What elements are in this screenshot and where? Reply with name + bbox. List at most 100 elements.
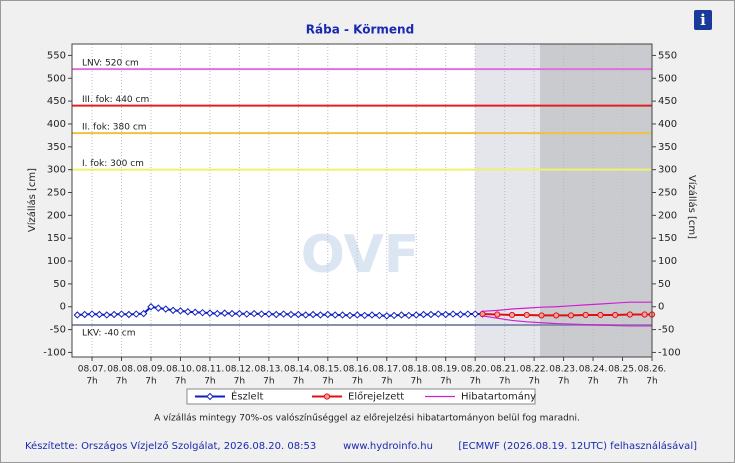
x-tick-sublabel: 7h (440, 377, 451, 387)
legend-label: Hibatartomány (461, 391, 536, 403)
y-tick-label: 350 (47, 142, 66, 153)
forecast-zone (540, 44, 652, 357)
data-point (441, 310, 450, 319)
legend-marker (323, 393, 331, 400)
chart-title: Rába - Körmend (306, 23, 414, 37)
data-point (184, 308, 192, 316)
x-tick-sublabel: 7h (352, 377, 363, 387)
x-tick-sublabel: 7h (381, 377, 392, 387)
y2-tick-label: 550 (658, 50, 677, 61)
legend-label: Előrejelzett (348, 391, 404, 403)
x-tick-sublabel: 7h (499, 377, 510, 387)
data-point (360, 311, 369, 320)
data-point (597, 311, 604, 319)
data-point (353, 311, 361, 319)
y2-tick-label: 250 (658, 188, 677, 199)
x-tick-label: 08.09. (137, 365, 166, 375)
x-tick-label: 08.12. (225, 365, 254, 375)
data-point (471, 310, 479, 318)
data-point (103, 311, 111, 319)
x-tick-label: 08.23. (549, 365, 578, 375)
x-tick-label: 08.11. (196, 365, 225, 375)
y-tick-label: 200 (47, 210, 66, 221)
data-point (626, 311, 633, 318)
data-point (110, 310, 118, 319)
x-tick-label: 08.10. (166, 365, 195, 375)
data-point (324, 310, 332, 319)
data-point (456, 310, 465, 319)
y-axis-label: Vízállás [cm] (26, 168, 38, 232)
x-tick-label: 08.25. (608, 365, 637, 375)
x-tick-sublabel: 7h (86, 377, 97, 387)
threshold-label: II. fok: 380 cm (82, 123, 147, 133)
y2-axis-label: Vízállás [cm] (686, 175, 698, 239)
data-point (479, 310, 486, 318)
footer-url[interactable]: www.hydroinfo.hu (343, 441, 433, 452)
data-point (88, 310, 96, 318)
data-point (235, 309, 244, 318)
data-point (80, 310, 89, 319)
y-tick-label: 450 (47, 96, 66, 107)
x-tick-label: 08.07. (78, 365, 107, 375)
y-tick-label: 250 (47, 188, 66, 199)
threshold-label: LKV: -40 cm (82, 329, 136, 339)
x-tick-sublabel: 7h (293, 377, 304, 387)
data-point (117, 310, 126, 318)
x-tick-label: 08.16. (343, 365, 372, 375)
forecast-zone (475, 44, 541, 357)
data-point (405, 311, 413, 320)
data-point (250, 309, 258, 318)
data-point (302, 311, 310, 319)
data-point (95, 310, 104, 319)
y-tick-label: 150 (47, 233, 66, 244)
y-tick-label: 550 (47, 50, 66, 61)
y2-tick-label: -50 (658, 325, 674, 336)
data-point (508, 311, 516, 319)
data-point (191, 308, 199, 316)
data-point (449, 310, 457, 318)
x-tick-label: 08.20. (461, 365, 490, 375)
data-point (176, 307, 185, 315)
legend (186, 388, 536, 405)
y2-tick-label: 200 (658, 210, 677, 221)
y-tick-label: 0 (60, 302, 66, 313)
error-band-line (482, 301, 652, 312)
x-tick-label: 08.26. (638, 365, 667, 375)
x-tick-sublabel: 7h (204, 377, 215, 387)
data-point (272, 310, 280, 319)
y2-tick-label: 100 (658, 256, 677, 267)
data-point (316, 311, 325, 319)
data-point (427, 310, 435, 319)
data-point (265, 310, 273, 318)
x-tick-sublabel: 7h (528, 377, 539, 387)
info-icon[interactable]: i (694, 10, 712, 30)
y2-tick-label: 0 (658, 302, 664, 313)
data-point (220, 309, 229, 317)
data-point (567, 312, 575, 319)
threshold-label: LNV: 520 cm (82, 59, 139, 69)
data-point (464, 310, 472, 318)
x-tick-label: 08.08. (107, 365, 136, 375)
data-point (434, 310, 443, 318)
data-point (368, 311, 376, 319)
plot-border (71, 43, 653, 358)
data-point (139, 309, 148, 318)
x-tick-sublabel: 7h (263, 377, 274, 387)
data-point (553, 312, 560, 319)
x-tick-sublabel: 7h (175, 377, 186, 387)
data-point (375, 311, 384, 320)
y-tick-label: 400 (47, 119, 66, 130)
y-tick-label: -50 (50, 325, 66, 336)
y-tick-label: 500 (47, 73, 66, 84)
data-point (346, 311, 354, 320)
y-tick-label: -100 (43, 347, 66, 358)
data-point (279, 310, 288, 318)
data-point (338, 311, 347, 319)
x-tick-label: 08.22. (520, 365, 549, 375)
threshold-label: III. fok: 440 cm (82, 95, 149, 105)
x-tick-sublabel: 7h (145, 377, 156, 387)
x-tick-label: 08.17. (372, 365, 401, 375)
legend-label: Észlelt (231, 390, 263, 403)
data-point (582, 311, 589, 319)
